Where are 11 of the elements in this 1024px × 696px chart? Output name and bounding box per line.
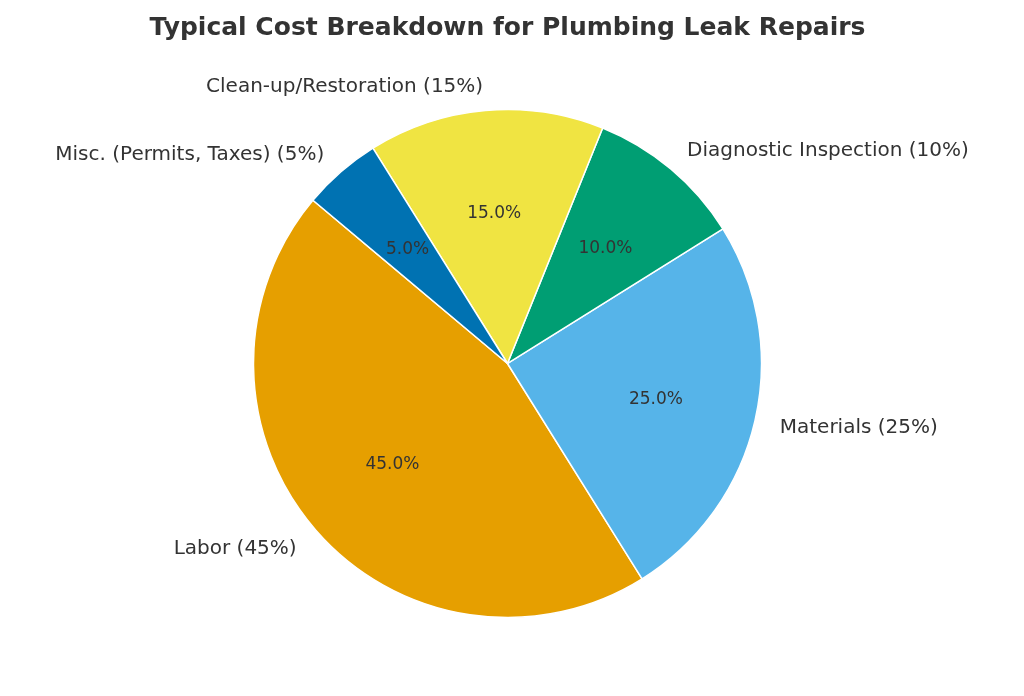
slice-label: Misc. (Permits, Taxes) (5%) (55, 140, 325, 165)
data-label: 45.0% (365, 453, 420, 474)
data-label: 25.0% (628, 387, 684, 408)
data-label: 15.0% (467, 201, 522, 222)
slice-label: Diagnostic Inspection (10%) (687, 137, 969, 162)
slice-label: Clean-up/Restoration (15%) (206, 73, 484, 98)
chart-title: Typical Cost Breakdown for Plumbing Leak Repairs (149, 12, 866, 41)
slice-label: Labor (45%) (173, 534, 297, 559)
data-label: 10.0% (578, 236, 633, 257)
data-label: 5.0% (385, 238, 430, 259)
slice-label: Materials (25%) (779, 414, 938, 439)
